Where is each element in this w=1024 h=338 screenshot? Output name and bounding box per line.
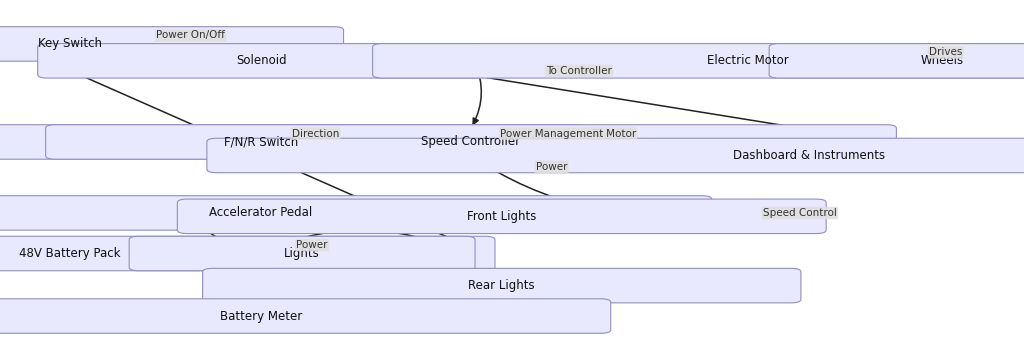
Text: Battery Meter: Battery Meter xyxy=(220,310,302,322)
FancyBboxPatch shape xyxy=(46,125,896,159)
FancyBboxPatch shape xyxy=(0,196,712,230)
Text: Solenoid: Solenoid xyxy=(236,54,287,67)
Text: Electric Motor: Electric Motor xyxy=(707,54,788,67)
Text: Power: Power xyxy=(536,162,567,172)
Text: To Motor: To Motor xyxy=(592,128,636,139)
Text: Rear Lights: Rear Lights xyxy=(468,279,536,292)
FancyBboxPatch shape xyxy=(203,268,801,303)
Text: F/N/R Switch: F/N/R Switch xyxy=(224,136,298,148)
FancyBboxPatch shape xyxy=(0,125,586,159)
FancyBboxPatch shape xyxy=(0,27,344,61)
Text: Power: Power xyxy=(296,240,328,250)
Text: Speed Controller: Speed Controller xyxy=(422,136,520,148)
FancyBboxPatch shape xyxy=(769,44,1024,78)
FancyBboxPatch shape xyxy=(0,236,495,271)
Text: Front Lights: Front Lights xyxy=(467,210,537,223)
FancyBboxPatch shape xyxy=(38,44,484,78)
FancyBboxPatch shape xyxy=(129,236,475,271)
Text: Direction: Direction xyxy=(292,128,339,139)
FancyBboxPatch shape xyxy=(373,44,1024,78)
Text: Accelerator Pedal: Accelerator Pedal xyxy=(210,207,312,219)
Text: To Controller: To Controller xyxy=(546,66,612,76)
FancyBboxPatch shape xyxy=(207,138,1024,173)
Text: Lights: Lights xyxy=(285,247,319,260)
Text: 48V Battery Pack: 48V Battery Pack xyxy=(18,247,121,260)
FancyBboxPatch shape xyxy=(0,299,610,333)
Text: Speed Control: Speed Control xyxy=(763,208,837,218)
Text: Dashboard & Instruments: Dashboard & Instruments xyxy=(733,149,885,162)
Text: Power On/Off: Power On/Off xyxy=(157,30,225,41)
Text: Drives: Drives xyxy=(929,47,963,57)
Text: Wheels: Wheels xyxy=(921,54,964,67)
FancyBboxPatch shape xyxy=(177,199,826,234)
Text: Key Switch: Key Switch xyxy=(38,38,101,50)
Text: Power Management: Power Management xyxy=(500,128,603,139)
